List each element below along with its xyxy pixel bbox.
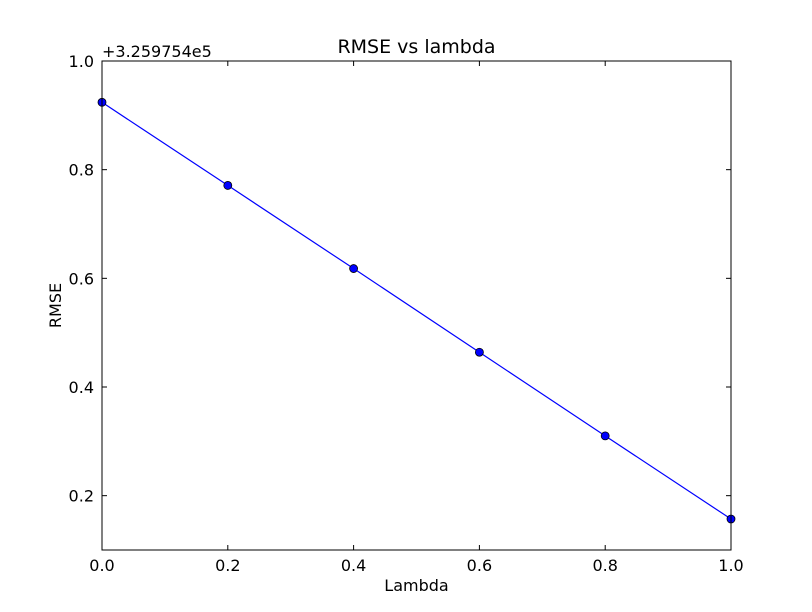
data-point	[349, 264, 359, 273]
y-tick-label: 0.4	[69, 378, 94, 397]
y-tick-label: 1.0	[69, 52, 94, 71]
plot-series	[97, 97, 736, 524]
y-offset-label: +3.259754e5	[102, 42, 212, 61]
x-tick-label: 0.8	[592, 556, 617, 575]
plot-frame	[101, 60, 732, 551]
x-tick-label: 0.0	[89, 556, 114, 575]
series-line	[101, 101, 732, 520]
data-point	[600, 431, 610, 441]
data-point	[474, 347, 484, 357]
x-tick-label: 0.2	[215, 556, 240, 575]
axis-ticks: 0.0 0.2 0.4 0.6 0.8 1.0 0.2 0.4 0.6 0.8 1.0	[69, 52, 744, 575]
data-point	[223, 181, 233, 190]
y-tick-label: 0.8	[69, 161, 94, 180]
x-tick-label: 1.0	[718, 556, 743, 575]
chart-title: RMSE vs lambda	[337, 36, 495, 58]
x-axis-label: Lambda	[384, 576, 448, 595]
y-tick-label: 0.2	[69, 487, 94, 506]
x-tick-label: 0.6	[467, 556, 492, 575]
x-tick-label: 0.4	[341, 556, 366, 575]
y-axis-label: RMSE	[46, 283, 65, 328]
y-tick-label: 0.6	[69, 269, 94, 288]
